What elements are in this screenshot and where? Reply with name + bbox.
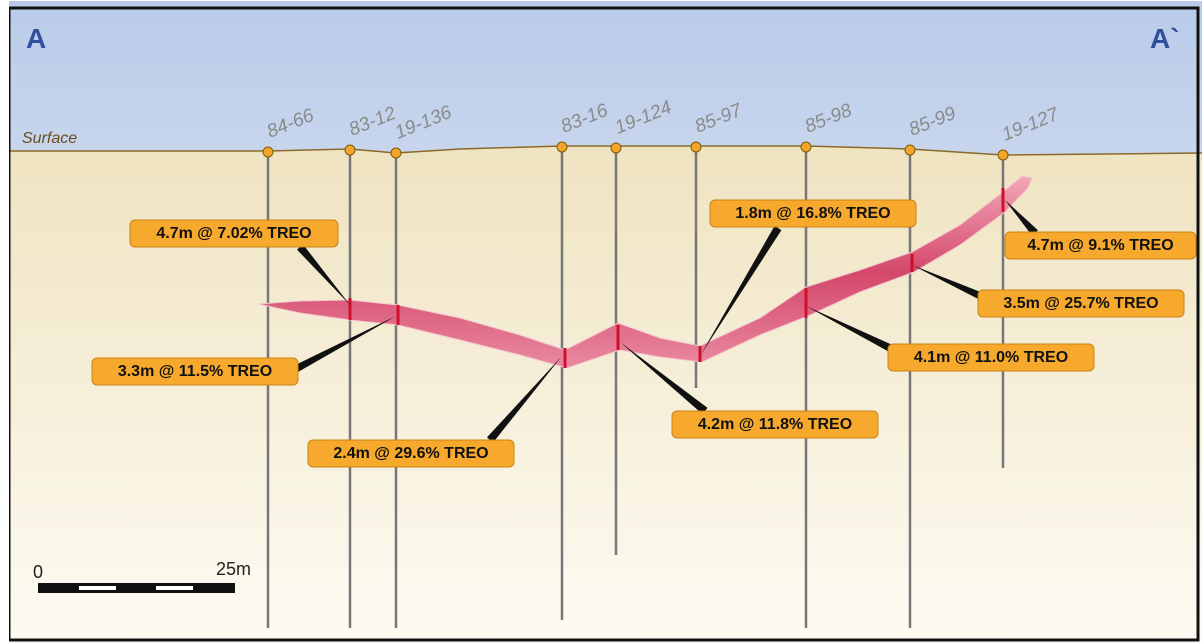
intercept-label: 4.1m @ 11.0% TREO	[914, 349, 1068, 366]
intercept-label: 3.5m @ 25.7% TREO	[1003, 295, 1158, 312]
section-start: A	[26, 23, 46, 54]
intercept-callouts: 4.7m @ 7.02% TREO 3.3m @ 11.5% TREO 2.4m @…	[91, 199, 1197, 468]
callout-box	[307, 439, 515, 468]
collar	[390, 147, 402, 159]
scale-segment	[156, 586, 193, 590]
callout-pointer	[288, 316, 396, 376]
callout-pointer	[700, 225, 782, 356]
ore-body	[257, 175, 1033, 369]
callout-box	[977, 289, 1185, 318]
scale-segment	[79, 586, 116, 590]
intercept-label: 4.2m @ 11.8% TREO	[698, 416, 852, 433]
collar	[262, 146, 274, 158]
intercept-ticks	[348, 188, 1005, 368]
collar	[997, 149, 1009, 161]
callout-pointer	[806, 306, 896, 354]
scale-start: 0	[33, 562, 43, 582]
collar	[556, 141, 568, 153]
callout-pointer	[486, 356, 562, 443]
scale-bar: 0 25m	[33, 559, 251, 593]
collar	[610, 142, 622, 154]
callout-box	[1004, 231, 1197, 260]
surface-label: Surface	[22, 130, 77, 147]
collar	[344, 144, 356, 156]
intercept-label: 1.8m @ 16.8% TREO	[735, 205, 890, 222]
callout-pointer	[620, 342, 708, 415]
section-end: A`	[1150, 23, 1180, 54]
callout-box	[887, 343, 1095, 372]
collar	[800, 141, 812, 153]
callout-pointer	[296, 244, 350, 305]
intercept-label: 4.7m @ 9.1% TREO	[1027, 237, 1173, 254]
intercept-label: 2.4m @ 29.6% TREO	[333, 445, 488, 462]
collar	[904, 144, 916, 156]
scale-body	[38, 583, 235, 593]
intercept-label: 3.3m @ 11.5% TREO	[118, 363, 272, 380]
collar	[690, 141, 702, 153]
callout-pointer	[912, 265, 987, 302]
scale-end: 25m	[216, 559, 251, 579]
margin	[1, 1, 9, 643]
callout-box	[709, 199, 917, 228]
callout-box	[671, 410, 879, 439]
callout-box	[91, 357, 299, 386]
intercept-label: 4.7m @ 7.02% TREO	[156, 225, 311, 242]
callout-pointer	[1005, 200, 1038, 236]
callout-box	[129, 219, 339, 248]
